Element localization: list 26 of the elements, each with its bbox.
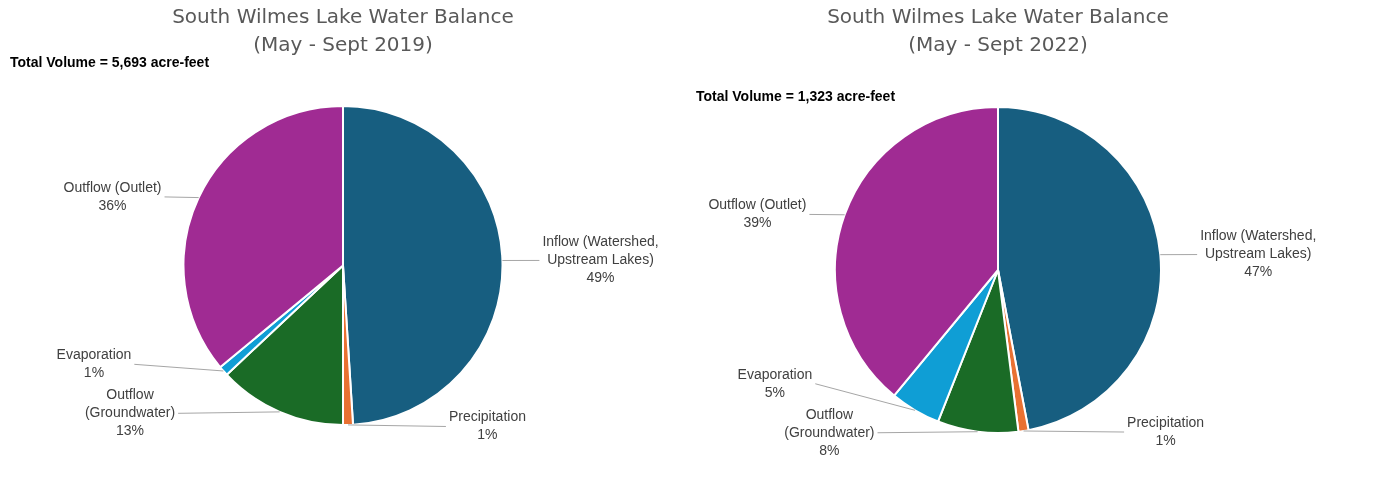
slice-label: Outflow (Groundwater) <box>84 386 176 421</box>
data-label: 36% <box>98 196 127 213</box>
data-label: 47% <box>1244 263 1273 280</box>
data-label: 5% <box>764 383 786 400</box>
slice-label: Precipitation <box>1127 413 1205 430</box>
slice-label: Evaporation <box>737 365 813 382</box>
data-label: 8% <box>819 441 840 458</box>
data-label: 49% <box>586 269 615 286</box>
data-label: 1% <box>477 426 498 443</box>
slice-label: Outflow (Groundwater) <box>784 405 875 440</box>
slice-label: Precipitation <box>448 408 526 425</box>
chart-subtitle: (May - Sept 2019) <box>253 32 433 57</box>
data-label: 1% <box>1155 431 1176 448</box>
chart-subtitle: (May - Sept 2022) <box>908 32 1088 57</box>
data-label: 13% <box>116 422 145 439</box>
slice-label: Outflow (Outlet) <box>708 196 807 213</box>
slice-label: Inflow (Watershed, Upstream Lakes) <box>1200 227 1317 262</box>
slice-label: Inflow (Watershed, Upstream Lakes) <box>542 233 659 268</box>
data-label: 1% <box>83 364 105 381</box>
text: Total Volume = 5,693 acre-feet <box>10 53 210 70</box>
chart-title: South Wilmes Lake Water Balance <box>827 4 1169 29</box>
chart-title: South Wilmes Lake Water Balance <box>172 4 514 29</box>
text: Total Volume = 1,323 acre-feet <box>696 87 896 104</box>
slice-label: Outflow (Outlet) <box>63 178 162 195</box>
slice-label: Evaporation <box>56 346 132 363</box>
data-label: 39% <box>743 214 772 231</box>
